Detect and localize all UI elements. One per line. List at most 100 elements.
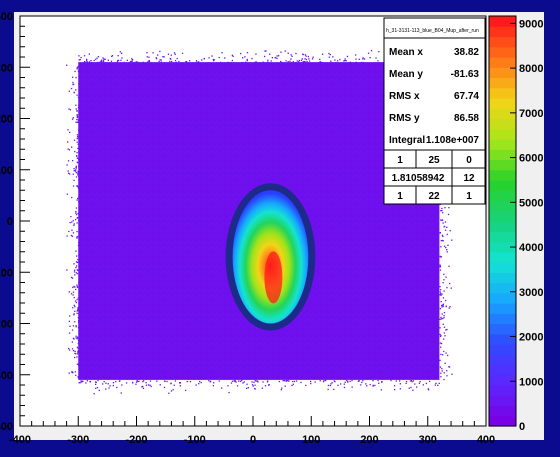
edge-speck xyxy=(242,57,244,59)
edge-speck xyxy=(449,230,451,232)
edge-speck xyxy=(441,207,443,210)
edge-speck xyxy=(76,284,78,286)
edge-speck xyxy=(337,384,339,386)
edge-speck xyxy=(170,383,172,385)
edge-speck xyxy=(76,338,78,340)
edge-speck xyxy=(289,60,291,62)
y-tick-label: -100 xyxy=(0,267,13,279)
edge-speck xyxy=(410,386,412,389)
edge-speck xyxy=(120,392,122,394)
stats-box[interactable]: h_31-3131-113_blue_B04_Mup_after_run Mea… xyxy=(383,17,486,205)
edge-speck xyxy=(159,384,161,386)
edge-speck xyxy=(291,384,293,387)
stat-grid-r1c1: 1 xyxy=(397,155,403,166)
edge-speck xyxy=(112,384,114,387)
edge-speck xyxy=(246,58,248,61)
edge-speck xyxy=(442,222,444,224)
edge-speck xyxy=(292,61,294,63)
edge-speck xyxy=(73,139,76,141)
edge-speck xyxy=(76,138,78,140)
edge-speck xyxy=(73,223,75,225)
edge-speck xyxy=(68,230,70,233)
edge-speck xyxy=(201,59,203,61)
edge-speck xyxy=(76,299,78,301)
edge-speck xyxy=(77,307,79,309)
edge-speck xyxy=(75,326,77,328)
edge-speck xyxy=(102,60,105,63)
edge-speck xyxy=(241,379,243,382)
x-tick-label: -200 xyxy=(125,434,147,446)
edge-speck xyxy=(171,60,173,63)
edge-speck xyxy=(281,387,283,389)
edge-speck xyxy=(429,380,431,382)
edge-speck xyxy=(278,380,280,383)
edge-speck xyxy=(329,54,331,56)
edge-speck xyxy=(290,58,292,60)
edge-speck xyxy=(443,312,446,314)
stats-box-name: h_31-3131-113_blue_B04_Mup_after_run xyxy=(386,28,479,34)
edge-speck xyxy=(439,265,442,267)
colorbar-cell xyxy=(489,385,516,396)
edge-speck xyxy=(442,235,444,238)
colorbar-cell xyxy=(489,364,516,376)
edge-speck xyxy=(73,338,75,340)
edge-speck xyxy=(246,60,248,62)
edge-speck xyxy=(444,221,447,223)
edge-speck xyxy=(343,386,346,389)
stat-label-mean-x: Mean x xyxy=(389,47,423,58)
edge-speck xyxy=(117,59,120,62)
edge-speck xyxy=(77,337,79,339)
colorbar-cell xyxy=(489,323,516,335)
edge-speck xyxy=(84,61,86,63)
edge-speck xyxy=(95,383,97,385)
x-tick-label: 400 xyxy=(477,434,495,446)
edge-speck xyxy=(440,318,443,320)
edge-speck xyxy=(441,239,443,242)
colorbar-cell xyxy=(489,282,516,294)
edge-speck xyxy=(443,290,445,292)
edge-speck xyxy=(111,55,113,58)
edge-speck xyxy=(441,234,444,236)
edge-speck xyxy=(409,380,412,382)
x-tick-label: -300 xyxy=(67,434,89,446)
edge-speck xyxy=(77,66,79,68)
edge-speck xyxy=(162,56,164,58)
edge-speck xyxy=(77,261,79,264)
edge-speck xyxy=(439,318,441,320)
edge-speck xyxy=(304,58,306,60)
edge-speck xyxy=(449,282,451,285)
edge-speck xyxy=(76,336,79,338)
edge-speck xyxy=(366,385,368,387)
y-tick-label: -300 xyxy=(0,370,13,382)
edge-speck xyxy=(372,384,374,386)
edge-speck xyxy=(233,380,235,382)
edge-speck xyxy=(439,333,441,336)
edge-speck xyxy=(76,116,78,119)
edge-speck xyxy=(74,321,76,323)
colorbar-cell xyxy=(489,303,516,314)
edge-speck xyxy=(405,380,408,383)
edge-speck xyxy=(179,385,181,387)
edge-speck xyxy=(72,294,74,296)
edge-speck xyxy=(101,59,103,61)
edge-speck xyxy=(266,381,269,383)
edge-speck xyxy=(330,60,332,62)
edge-speck xyxy=(439,266,441,268)
edge-speck xyxy=(446,287,448,289)
edge-speck xyxy=(121,52,123,54)
colorbar-cell xyxy=(489,26,516,38)
edge-speck xyxy=(443,378,445,381)
x-tick-label: 200 xyxy=(360,434,378,446)
edge-speck xyxy=(76,312,78,314)
edge-speck xyxy=(304,61,306,63)
edge-speck xyxy=(76,272,79,275)
edge-speck xyxy=(73,314,75,316)
edge-speck xyxy=(284,50,286,52)
edge-speck xyxy=(251,384,254,386)
edge-speck xyxy=(76,310,78,312)
edge-speck xyxy=(255,380,257,382)
edge-speck xyxy=(174,60,177,62)
edge-speck xyxy=(448,366,451,368)
y-tick-label: 200 xyxy=(0,114,13,126)
edge-speck xyxy=(76,356,78,358)
